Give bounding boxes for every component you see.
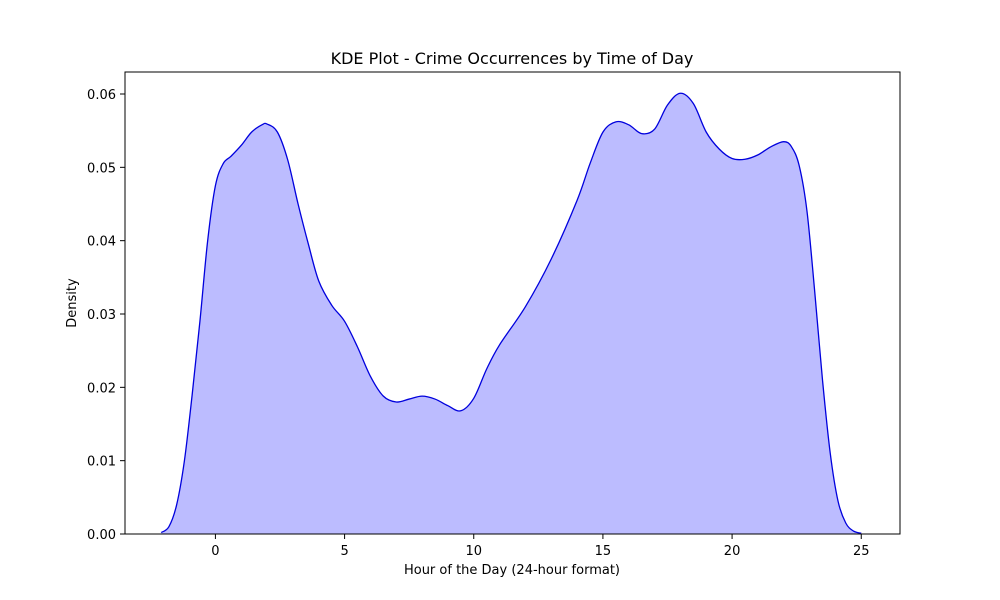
- plot-frame: [124, 71, 901, 535]
- x-axis-ticks: 0 5 10 15 20 25: [211, 534, 870, 559]
- x-tick-label: 15: [595, 544, 612, 559]
- x-axis-label: Hour of the Day (24-hour format): [404, 563, 620, 578]
- kde-fill-area: [161, 93, 862, 534]
- x-tick-label: 25: [853, 544, 870, 559]
- y-tick-label: 0.00: [87, 528, 116, 543]
- x-tick-label: 10: [465, 544, 482, 559]
- y-tick-label: 0.05: [87, 161, 116, 176]
- kde-line: [160, 92, 862, 534]
- chart-title: KDE Plot - Crime Occurrences by Time of …: [331, 49, 694, 68]
- y-tick-label: 0.02: [87, 381, 116, 396]
- y-tick-label: 0.06: [87, 88, 116, 103]
- y-tick-label: 0.03: [87, 308, 116, 323]
- plot-area: [124, 71, 901, 535]
- y-axis-ticks: 0.00 0.01 0.02 0.03 0.04 0.05 0.06: [87, 88, 125, 543]
- y-tick-label: 0.04: [87, 235, 116, 250]
- x-tick-label: 0: [211, 544, 219, 559]
- y-tick-label: 0.01: [87, 455, 116, 470]
- x-tick-label: 20: [724, 544, 741, 559]
- x-tick-label: 5: [340, 544, 348, 559]
- y-axis-label: Density: [65, 278, 80, 328]
